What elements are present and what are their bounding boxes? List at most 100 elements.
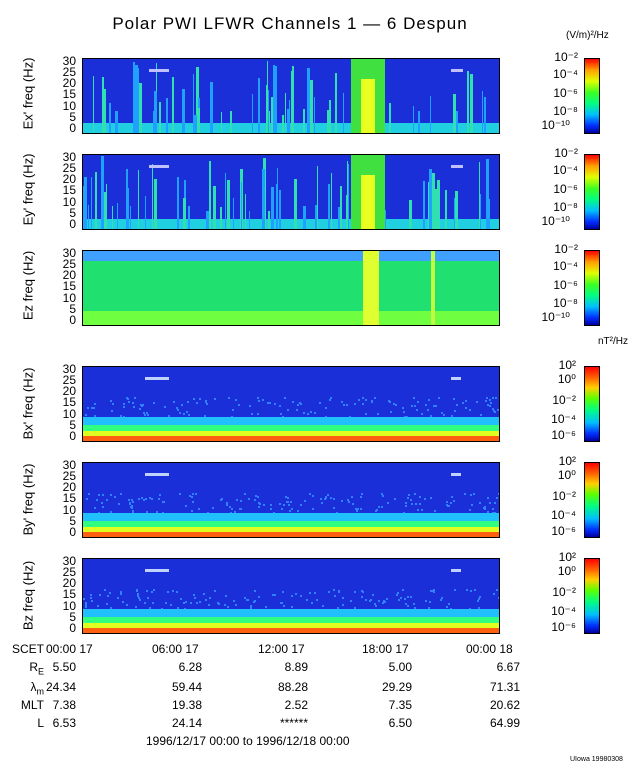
noise-dot	[205, 599, 207, 601]
noise-dot	[132, 501, 134, 503]
tick-5: 5	[69, 418, 76, 432]
cb-tick: 10⁻⁶	[553, 182, 578, 196]
noise-dot	[352, 503, 354, 505]
noise-dot	[280, 602, 282, 604]
low-band	[83, 431, 499, 436]
noise-dot	[454, 410, 456, 412]
noise-dot	[284, 397, 286, 399]
noise-dot	[413, 397, 415, 399]
bottom-band	[83, 311, 499, 325]
l-label: L	[37, 716, 44, 730]
ylabel-bx: Bx' freq (Hz)	[20, 367, 36, 440]
noise-dot	[350, 600, 352, 602]
noise-dot	[309, 493, 311, 495]
cb-tick: 10²	[558, 550, 576, 564]
cb-tick: 10⁻²	[552, 393, 576, 407]
noise-dot	[212, 507, 214, 509]
burst-stripe	[109, 103, 111, 133]
burst-stripe	[482, 91, 483, 133]
noise-dot	[227, 606, 229, 608]
noise-dot	[297, 510, 299, 512]
tick-10: 10	[62, 503, 76, 517]
tick-20: 20	[62, 172, 76, 186]
noise-dot	[143, 412, 145, 414]
noise-dot	[462, 402, 464, 404]
burst-stripe	[479, 162, 480, 229]
tick-15: 15	[62, 87, 76, 101]
burst-stripe	[303, 206, 306, 229]
burst-stripe	[282, 115, 284, 133]
noise-dot	[382, 602, 384, 604]
noise-dot	[131, 506, 133, 508]
time-tick: 06:00 17	[152, 642, 199, 656]
burst-stripe	[115, 111, 118, 133]
noise-dot	[319, 402, 321, 404]
noise-dot	[127, 398, 129, 400]
noise-dot	[112, 403, 114, 405]
noise-dot	[272, 594, 274, 596]
ephem-value: 19.38	[171, 698, 202, 712]
tick-20: 20	[62, 268, 76, 282]
cb-tick: 10⁻²	[554, 146, 578, 160]
noise-dot	[410, 499, 412, 501]
burst-stripe	[93, 76, 94, 133]
noise-dot	[199, 601, 201, 603]
noise-dot	[365, 413, 367, 415]
noise-dot	[381, 493, 383, 495]
colorbar-by	[584, 462, 600, 538]
low-band	[83, 532, 499, 537]
noise-dot	[142, 404, 144, 406]
noise-dot	[408, 494, 410, 496]
noise-dot	[494, 411, 496, 413]
noise-dot	[365, 399, 367, 401]
noise-dot	[465, 400, 467, 402]
noise-dot	[99, 594, 101, 596]
burst-stripe	[331, 173, 332, 229]
tone-line	[451, 569, 461, 572]
ephem-value: 6.50	[388, 716, 412, 730]
tick-5: 5	[69, 110, 76, 124]
noise-dot	[235, 604, 237, 606]
noise-dot	[357, 508, 359, 510]
noise-dot	[492, 408, 494, 410]
noise-dot	[443, 414, 445, 416]
tick-25: 25	[62, 373, 76, 387]
noise-dot	[487, 511, 489, 513]
noise-dot	[470, 590, 472, 592]
noise-dot	[107, 595, 109, 597]
noise-dot	[185, 505, 187, 507]
noise-dot	[185, 601, 187, 603]
ylabel-ex: Ex' freq (Hz)	[20, 57, 36, 130]
storm-core	[361, 79, 375, 133]
noise-dot	[342, 597, 344, 599]
noise-dot	[351, 496, 353, 498]
noise-dot	[407, 605, 409, 607]
burst-stripe	[271, 187, 274, 229]
noise-dot	[146, 412, 148, 414]
burst-stripe	[268, 211, 270, 229]
noise-dot	[430, 590, 432, 592]
tick-30: 30	[62, 150, 76, 164]
noise-dot	[258, 502, 260, 504]
noise-dot	[469, 409, 471, 411]
tick-15: 15	[62, 279, 76, 293]
burst-stripe	[437, 180, 440, 229]
noise-dot	[390, 411, 392, 413]
burst-stripe	[267, 61, 268, 133]
burst-stripe	[177, 177, 179, 229]
noise-dot	[354, 607, 356, 609]
noise-dot	[402, 407, 404, 409]
burst-stripe	[310, 80, 313, 133]
noise-dot	[193, 594, 195, 596]
noise-dot	[139, 599, 141, 601]
noise-dot	[274, 594, 276, 596]
noise-dot	[247, 599, 249, 601]
noise-dot	[96, 499, 98, 501]
ephem-value: 24.34	[45, 680, 76, 694]
cb-tick: 10⁻⁸	[553, 200, 578, 214]
burst-stripe	[329, 100, 331, 133]
tick-25: 25	[62, 257, 76, 271]
noise-dot	[183, 413, 185, 415]
noise-dot	[255, 495, 257, 497]
magnetic-unit-label: nT²/Hz	[598, 336, 628, 347]
